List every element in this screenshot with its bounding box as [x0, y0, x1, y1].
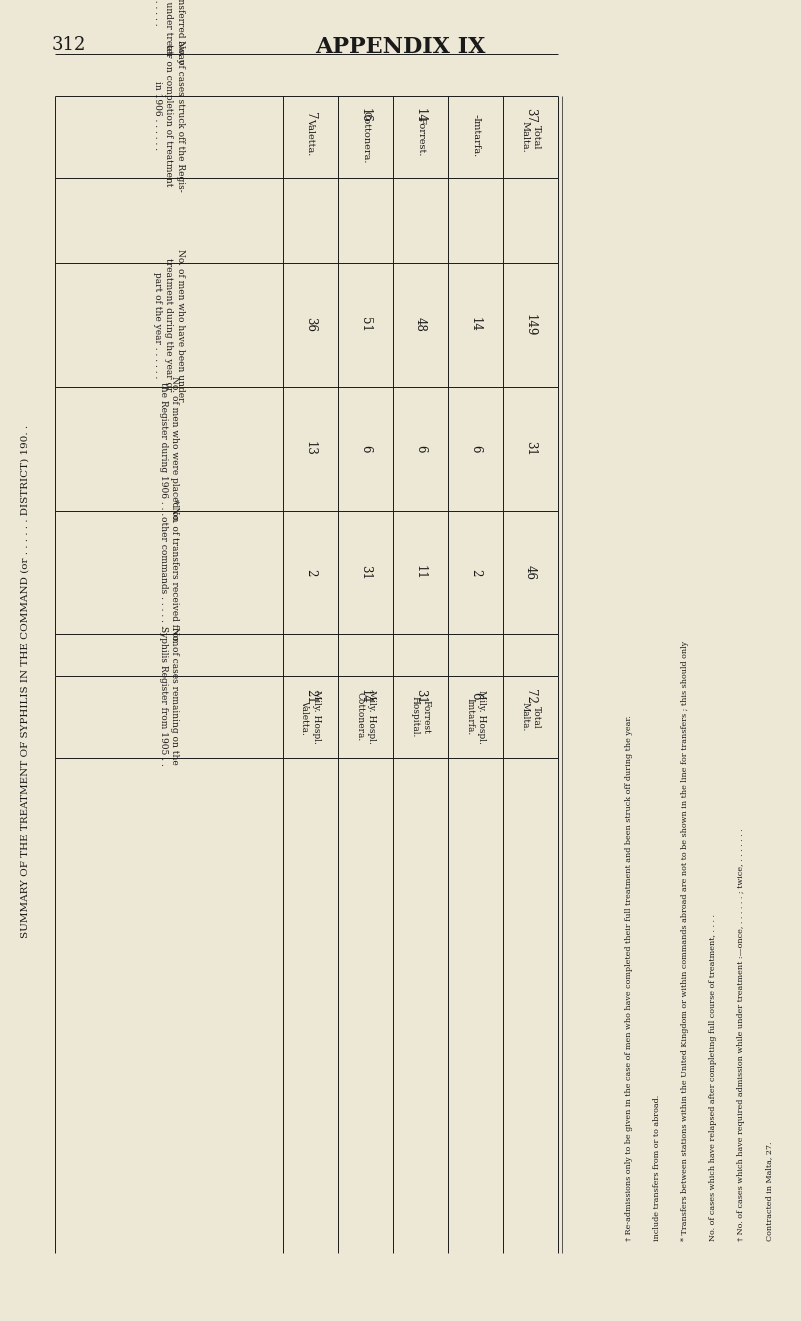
Text: 149: 149 — [524, 313, 537, 336]
Text: Mily. Hospl.
Imtarfa.: Mily. Hospl. Imtarfa. — [465, 690, 485, 744]
Text: 72: 72 — [524, 688, 537, 704]
Text: 7: 7 — [304, 112, 317, 119]
Text: 14: 14 — [414, 108, 427, 123]
Text: 312: 312 — [52, 36, 87, 54]
Text: 11: 11 — [414, 565, 427, 580]
Text: 16: 16 — [359, 108, 372, 123]
Text: 2: 2 — [304, 568, 317, 576]
Text: 14: 14 — [469, 317, 482, 333]
Text: 13: 13 — [304, 441, 317, 456]
Text: † No. of cases which have required admission while under treatment :—once, . . .: † No. of cases which have required admis… — [737, 828, 745, 1240]
Text: 51: 51 — [359, 317, 372, 333]
Text: Imtarfa.: Imtarfa. — [471, 116, 480, 157]
Text: 48: 48 — [414, 317, 427, 333]
Text: No. of cases remaining on the
Syphilis Register from 1905 . .: No. of cases remaining on the Syphilis R… — [159, 626, 179, 766]
Text: Mily. Hospl.
Cottonera.: Mily. Hospl. Cottonera. — [356, 690, 376, 744]
Text: 6: 6 — [469, 692, 482, 700]
Text: No. of men who have been under
treatment during the year or
part of the year . .: No. of men who have been under treatment… — [153, 248, 185, 402]
Text: No. of cases which have relapsed after completing full course of treatment, . . : No. of cases which have relapsed after c… — [709, 914, 717, 1240]
Text: † Re-admissions only to be given in the case of men who have completed their ful: † Re-admissions only to be given in the … — [625, 715, 633, 1240]
Text: No. of men who were placed on
the Register during 1906 . . .: No. of men who were placed on the Regist… — [159, 376, 179, 522]
Text: 14: 14 — [359, 688, 372, 704]
Text: 31: 31 — [359, 565, 372, 580]
Text: include transfers from or to abroad.: include transfers from or to abroad. — [653, 1095, 661, 1240]
Text: Contracted in Malta, 27.: Contracted in Malta, 27. — [765, 1141, 773, 1240]
Text: 36: 36 — [304, 317, 317, 333]
Text: 31: 31 — [524, 441, 537, 456]
Text: Total
Malta.: Total Malta. — [521, 122, 541, 153]
Text: -: - — [469, 114, 482, 118]
Text: Forrest
Hospital.: Forrest Hospital. — [410, 696, 431, 737]
Text: Forrest.: Forrest. — [416, 118, 425, 157]
Text: 6: 6 — [469, 445, 482, 452]
Text: 2: 2 — [469, 568, 482, 576]
Text: Total
Malta.: Total Malta. — [521, 703, 541, 732]
Text: 37: 37 — [524, 108, 537, 123]
Text: Mily. Hospl.
Valetta.: Mily. Hospl. Valetta. — [300, 690, 320, 744]
Text: 6: 6 — [359, 445, 372, 452]
Text: 31: 31 — [414, 688, 427, 704]
Text: 21: 21 — [304, 688, 317, 704]
Text: 46: 46 — [524, 565, 537, 580]
Text: * No. of cases transferred away
from Malta, still under treat-
ment . . . . . . : * No. of cases transferred away from Mal… — [153, 0, 185, 63]
Text: Cottonera.: Cottonera. — [361, 111, 370, 164]
Text: No. of cases struck off the Regis-
ter on completion of treatment
in 1906 . . . : No. of cases struck off the Regis- ter o… — [153, 40, 185, 192]
Text: 6: 6 — [414, 445, 427, 452]
Text: APPENDIX IX: APPENDIX IX — [315, 36, 485, 58]
Text: Valetta.: Valetta. — [306, 119, 315, 156]
Text: * Transfers between stations within the United Kingdom or within commands abroad: * Transfers between stations within the … — [681, 641, 689, 1240]
Text: SUMMARY OF THE TREATMENT OF SYPHILIS IN THE COMMAND (or . . . . . . DISTRICT) 19: SUMMARY OF THE TREATMENT OF SYPHILIS IN … — [21, 424, 30, 938]
Text: * No. of transfers received from
other commands . . . . . .: * No. of transfers received from other c… — [159, 499, 179, 646]
